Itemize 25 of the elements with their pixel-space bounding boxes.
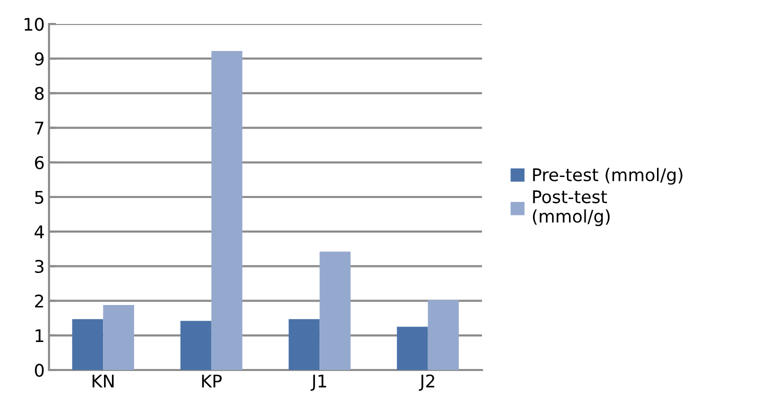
legend-label: Post-test (mmol/g) [532,190,610,226]
bar [180,320,212,370]
y-tick-label: 6 [35,156,44,170]
y-tick-label: 0 [34,364,44,377]
y-tick-label: 4 [34,226,44,238]
bar [396,326,428,370]
y-tick-label: 8 [34,86,44,100]
bar [72,319,104,370]
y-tick-label: 2 [35,294,44,308]
x-tick-label: KN [92,374,114,388]
y-tick-label: 3 [35,260,44,274]
y-tick-label: 7 [35,122,44,134]
bar [288,319,320,370]
y-tick-label: 5 [35,190,44,204]
x-tick-label: J1 [310,374,326,391]
legend-label: Pre-test (mmol/g) [533,168,682,185]
y-tick-label: 10 [24,18,44,31]
bar [320,252,351,370]
bar [103,304,134,370]
y-tick-label: 9 [34,52,44,66]
bar [211,50,242,370]
y-tick-label: 1 [36,329,44,342]
x-tick-label: J2 [418,374,434,391]
x-tick-label: KP [202,374,222,388]
bar [428,300,459,370]
